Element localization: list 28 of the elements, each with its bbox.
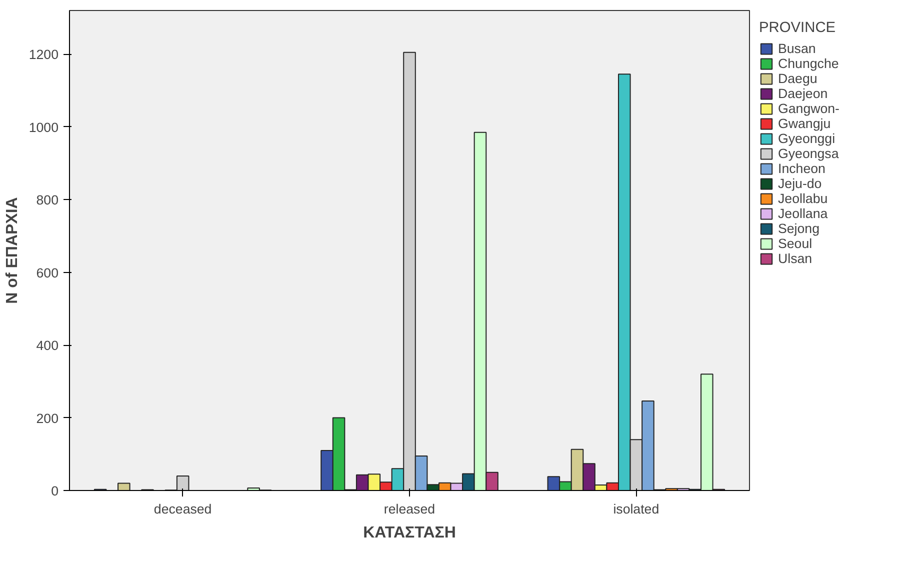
y-tick-label: 800: [36, 192, 59, 208]
legend-label: Daegu: [778, 71, 818, 86]
legend-label: Gyeongsa: [778, 146, 839, 161]
legend-title: PROVINCE: [759, 20, 837, 36]
legend-label: Incheon: [778, 161, 826, 176]
y-tick-label: 1000: [28, 120, 59, 135]
legend-label: Gyeonggi: [778, 131, 836, 146]
legend-label: Sejong: [778, 221, 820, 236]
x-tick-label: deceased: [154, 502, 212, 516]
x-axis-title: ΚΑΤΑΣΤΑΣΗ: [363, 524, 456, 542]
y-tick-label: 400: [36, 338, 59, 354]
legend-label: Seoul: [778, 236, 812, 251]
y-tick-label: 200: [36, 410, 59, 426]
legend-label: Busan: [778, 41, 816, 56]
x-tick-label: released: [384, 502, 436, 516]
legend-label: Chungche: [778, 56, 839, 71]
legend-label: Jeollana: [778, 206, 828, 221]
legend-label: Jeju-do: [778, 176, 822, 191]
y-axis-title: N of ΕΠΑΡΧΙΑ: [4, 196, 21, 304]
legend-label: Gangwon-: [778, 101, 840, 116]
y-tick-label: 1200: [28, 47, 59, 62]
y-tick-label: 0: [51, 484, 59, 498]
legend-label: Ulsan: [778, 251, 812, 266]
x-tick-label: isolated: [613, 502, 660, 516]
y-tick-label: 600: [36, 265, 59, 280]
legend-label: Jeollabu: [778, 191, 828, 206]
legend-label: Gwangju: [778, 116, 831, 131]
legend-label: Daejeon: [778, 86, 828, 101]
